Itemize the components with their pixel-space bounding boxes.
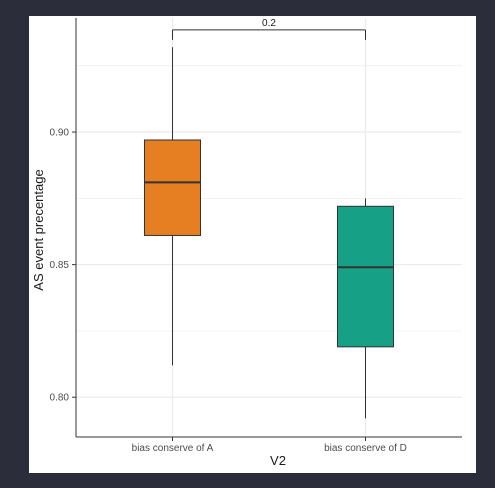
axes-layer: 0.80 0.85 0.90 bias conserve of A bias conse… <box>50 18 462 454</box>
p-value-label: 0.2 <box>262 18 276 29</box>
annotations-layer: 0.2 <box>172 18 366 40</box>
box-bias-conserve-of-d <box>337 205 394 348</box>
y-tick-label: 0.80 <box>50 393 70 404</box>
chart-panel <box>29 16 476 473</box>
y-tick-label: 0.90 <box>50 128 70 139</box>
box-bias-conserve-of-a <box>144 139 201 236</box>
y-axis-label: AS event precentage <box>31 169 46 290</box>
x-tick-label: bias conserve of D <box>324 443 407 454</box>
boxes-layer <box>144 47 394 419</box>
x-axis-label: V2 <box>270 453 286 468</box>
y-tick-label: 0.85 <box>50 260 70 271</box>
x-tick-label: bias conserve of A <box>132 443 214 454</box>
